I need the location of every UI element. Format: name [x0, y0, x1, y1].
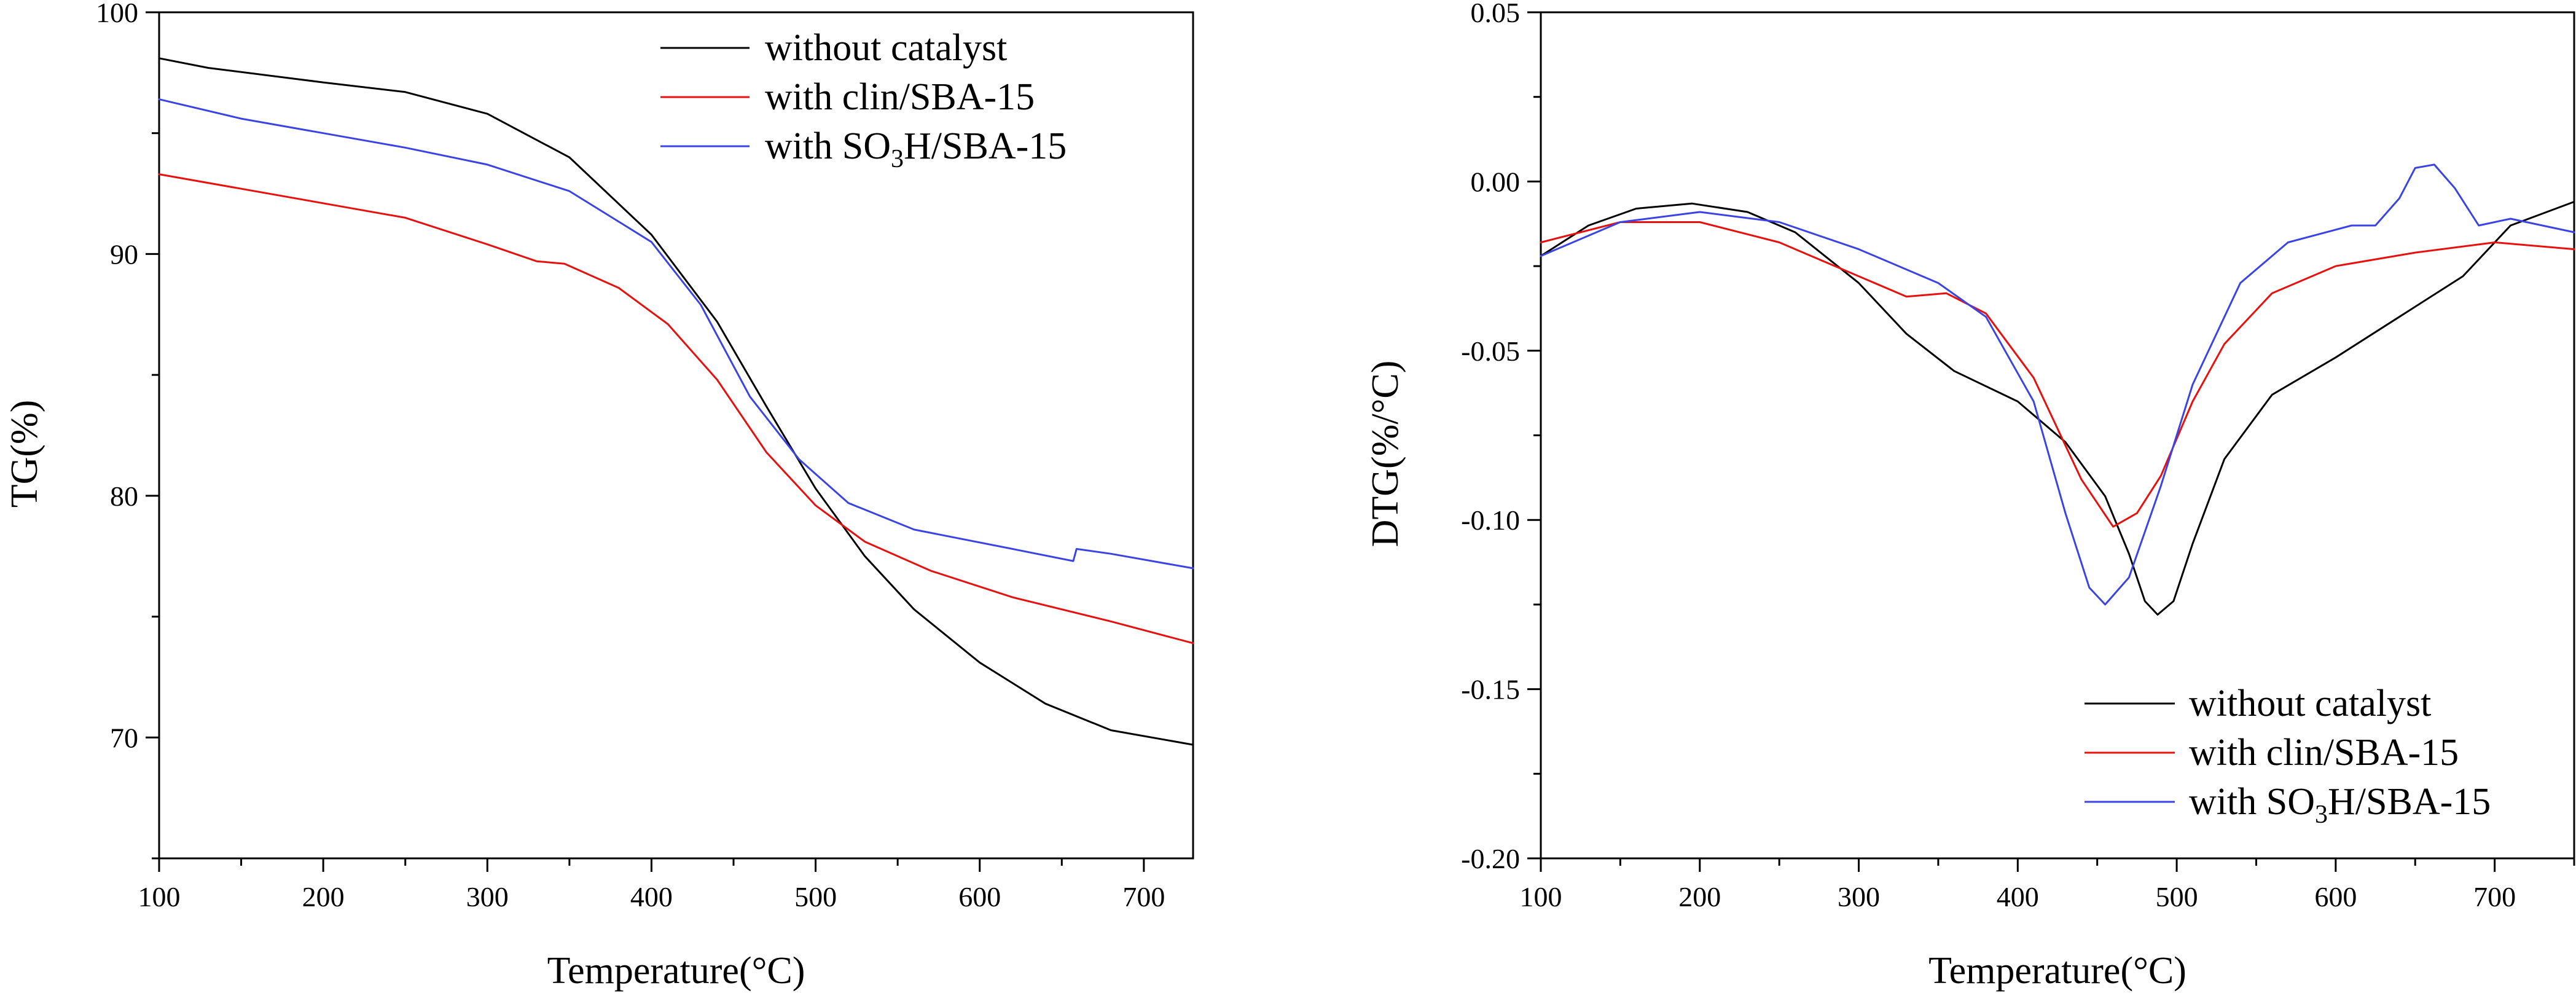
x-axis-label: Temperature(°C) [1928, 950, 2186, 992]
y-tick-label: 0.05 [1471, 0, 1521, 28]
legend-label: without catalyst [765, 27, 1007, 69]
y-tick-label: 100 [96, 0, 138, 28]
x-tick-label: 100 [1520, 881, 1562, 912]
y-tick-label: -0.05 [1461, 335, 1520, 367]
legend-label-main: with SO [2189, 781, 2315, 823]
series-line [158, 57, 1194, 746]
legend-label: without catalyst [2189, 683, 2431, 724]
legend-label-subscript: 3 [2315, 801, 2328, 829]
x-tick-label: 600 [2314, 881, 2357, 912]
legend-label-main: with clin/SBA-15 [765, 76, 1035, 118]
legend-label-tail: H/SBA-15 [2328, 781, 2491, 823]
y-axis-label: DTG(%/°C) [1364, 361, 1406, 547]
x-axis-label: Temperature(°C) [547, 950, 805, 992]
x-tick-label: 100 [138, 881, 181, 912]
x-tick-label: 200 [302, 881, 345, 912]
y-tick-label: 90 [110, 238, 138, 270]
tg-panel: 100 200 300 400 500 600 700 70 80 90 100 Temperatur… [4, 0, 1194, 992]
series-line [1540, 163, 2575, 606]
legend-label-subscript: 3 [891, 145, 904, 173]
x-tick-label: 500 [2156, 881, 2198, 912]
legend-label: with clin/SBA-15 [765, 76, 1035, 118]
series-line [1540, 221, 2575, 528]
legend-label-tail: H/SBA-15 [904, 125, 1067, 167]
x-tick-label: 400 [1997, 881, 2039, 912]
series-line [158, 98, 1194, 570]
legend-label-main: without catalyst [765, 27, 1007, 69]
series-line [158, 173, 1194, 645]
x-tick-label: 600 [958, 881, 1001, 912]
legend-label: with SO3H/SBA-15 [2189, 781, 2491, 829]
legend-label-main: without catalyst [2189, 683, 2431, 724]
y-tick-label: 70 [110, 722, 138, 753]
y-tick-label: -0.10 [1461, 504, 1520, 536]
x-tick-label: 700 [2473, 881, 2516, 912]
x-tick-label: 300 [466, 881, 509, 912]
x-tick-label: 200 [1678, 881, 1721, 912]
x-tick-label: 400 [630, 881, 673, 912]
dtg-panel: 100 200 300 400 500 600 700 0.05 0.00 -0.05 -0.10 -… [1364, 0, 2575, 992]
legend-label: with SO3H/SBA-15 [765, 125, 1067, 173]
y-axis-label: TG(%) [4, 400, 45, 508]
legend-label-main: with SO [765, 125, 891, 167]
legend-label-main: with clin/SBA-15 [2189, 732, 2459, 774]
series-line [1540, 200, 2575, 616]
plot-frame [158, 11, 1194, 860]
x-tick-label: 700 [1122, 881, 1165, 912]
y-tick-label: 0.00 [1471, 166, 1521, 197]
y-tick-label: -0.15 [1461, 674, 1520, 705]
y-tick-label: 80 [110, 480, 138, 512]
y-tick-label: -0.20 [1461, 843, 1520, 874]
legend-label: with clin/SBA-15 [2189, 732, 2459, 774]
x-tick-label: 500 [794, 881, 837, 912]
x-tick-label: 300 [1838, 881, 1880, 912]
